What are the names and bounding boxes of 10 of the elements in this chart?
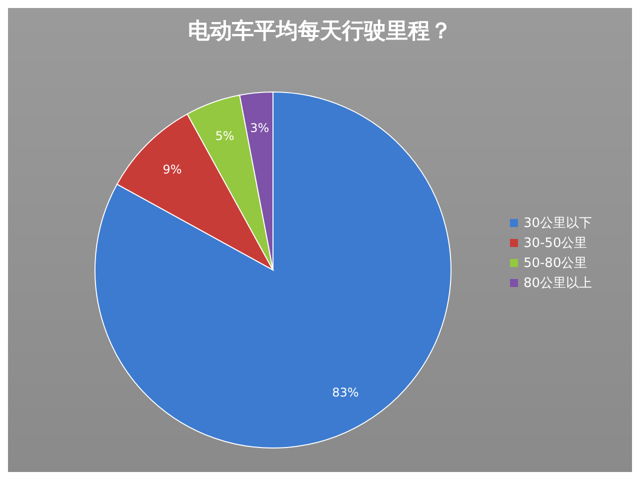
legend-label: 50-80公里 [523, 255, 588, 272]
chart-title: 电动车平均每天行驶里程？ [187, 17, 453, 46]
data-label: 3% [250, 121, 270, 136]
legend-label: 80公里以上 [523, 275, 592, 292]
pie-slice [94, 92, 452, 448]
data-label: 5% [215, 129, 234, 144]
legend-label: 30-50公里 [523, 235, 588, 252]
slice-label: 30公里以下 [523, 215, 592, 232]
data-label: 83% [332, 386, 359, 400]
data-label: 9% [162, 162, 182, 176]
